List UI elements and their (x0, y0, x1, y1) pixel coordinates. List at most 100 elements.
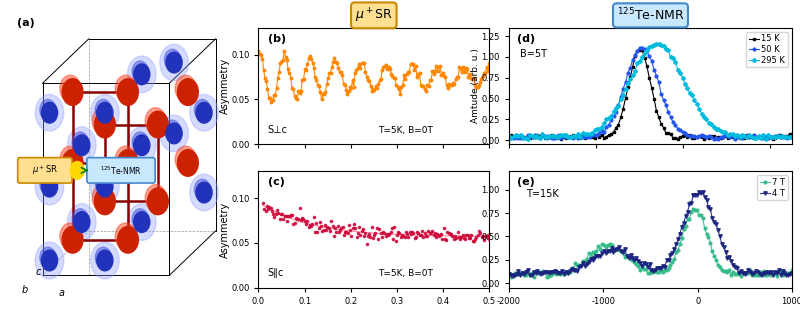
Circle shape (166, 52, 182, 73)
Circle shape (90, 95, 119, 131)
Circle shape (160, 44, 188, 81)
7 T (654, 270, 664, 274)
Text: T=5K, B=0T: T=5K, B=0T (378, 269, 434, 278)
Circle shape (92, 184, 113, 211)
Text: B=5T: B=5T (520, 49, 547, 59)
Point (335, 225, 348, 230)
Circle shape (146, 108, 166, 134)
Point (266, 212, 279, 217)
50 K (702, 135, 711, 139)
Point (290, 216, 302, 221)
Point (470, 234, 483, 239)
Point (357, 227, 370, 232)
295 K (782, 135, 792, 138)
15 K (504, 134, 514, 138)
Point (338, 229, 351, 234)
Circle shape (134, 64, 150, 85)
Point (366, 225, 378, 230)
Point (350, 234, 363, 239)
Point (360, 242, 373, 247)
Point (257, 201, 270, 206)
Point (406, 230, 418, 234)
Point (312, 225, 325, 230)
Point (379, 234, 392, 239)
Text: (b): (b) (268, 34, 286, 44)
Point (446, 234, 459, 239)
Point (383, 231, 396, 236)
Point (466, 239, 479, 244)
295 K (663, 48, 673, 52)
Point (456, 232, 469, 237)
FancyBboxPatch shape (18, 158, 72, 183)
FancyBboxPatch shape (87, 158, 155, 183)
Point (410, 234, 422, 239)
Circle shape (35, 168, 64, 205)
Point (262, 207, 274, 212)
Point (316, 228, 329, 233)
Point (311, 229, 324, 234)
Point (462, 233, 474, 238)
Text: (c): (c) (268, 177, 285, 187)
Text: S⊥c: S⊥c (268, 125, 288, 135)
Circle shape (178, 150, 198, 176)
Point (469, 236, 482, 241)
Point (388, 224, 401, 229)
Circle shape (62, 79, 83, 105)
Point (325, 218, 338, 223)
Point (407, 230, 420, 235)
Point (318, 222, 331, 227)
Point (331, 224, 344, 229)
Circle shape (94, 111, 115, 138)
Line: 7 T: 7 T (507, 208, 794, 278)
295 K (580, 132, 590, 136)
Point (346, 225, 359, 230)
Circle shape (40, 100, 56, 120)
Point (263, 204, 276, 209)
Text: T=5K, B=0T: T=5K, B=0T (378, 126, 434, 135)
Point (282, 214, 294, 219)
Point (482, 233, 494, 238)
Circle shape (90, 242, 119, 279)
Circle shape (127, 56, 156, 93)
4 T (654, 266, 664, 269)
Circle shape (132, 132, 148, 153)
Circle shape (115, 223, 136, 249)
50 K (635, 46, 645, 49)
Circle shape (175, 146, 196, 173)
Point (453, 234, 466, 239)
Point (298, 218, 311, 223)
Point (290, 216, 303, 221)
Point (427, 233, 440, 238)
Circle shape (147, 111, 168, 138)
15 K (702, 135, 711, 139)
Point (408, 235, 421, 240)
Point (390, 232, 403, 237)
7 T (742, 271, 751, 275)
Circle shape (160, 115, 188, 152)
Circle shape (178, 79, 198, 105)
Point (338, 232, 350, 237)
7 T (542, 275, 552, 279)
50 K (663, 110, 673, 114)
Point (292, 217, 305, 222)
295 K (761, 137, 770, 141)
7 T (689, 207, 698, 211)
Point (310, 221, 322, 226)
7 T (666, 263, 675, 267)
Point (348, 221, 361, 226)
Circle shape (40, 173, 56, 194)
Circle shape (92, 108, 113, 134)
Point (478, 237, 490, 242)
Circle shape (97, 102, 113, 123)
Point (318, 227, 330, 232)
Line: 15 K: 15 K (507, 49, 794, 141)
Point (296, 216, 309, 220)
Point (321, 225, 334, 230)
Point (398, 234, 411, 239)
Point (276, 211, 289, 216)
Point (286, 213, 298, 218)
Point (476, 234, 489, 239)
Text: $\mu^+$SR: $\mu^+$SR (354, 6, 393, 25)
295 K (652, 42, 662, 45)
Circle shape (74, 212, 90, 232)
